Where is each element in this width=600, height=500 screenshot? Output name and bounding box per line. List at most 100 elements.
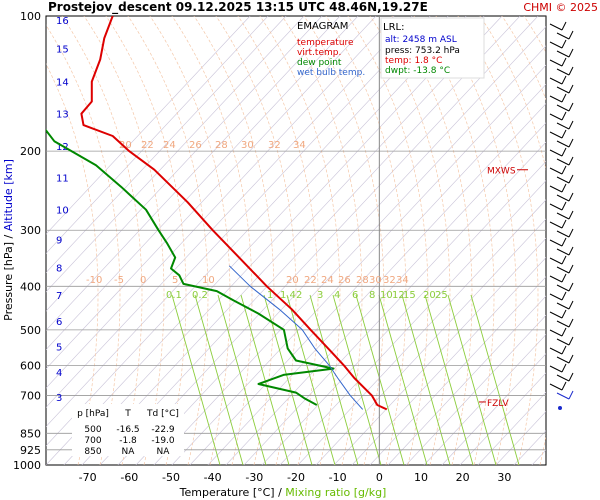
adiabat-line bbox=[135, 26, 546, 465]
wind-barb-flag bbox=[561, 309, 567, 319]
wind-barb-flag bbox=[561, 57, 567, 67]
wind-barb bbox=[549, 185, 563, 193]
level-markers: MXWS FZLV bbox=[479, 167, 528, 409]
legend-temperature: temperature bbox=[297, 38, 354, 48]
adiabat-line bbox=[279, 180, 546, 465]
x-tick-label: -50 bbox=[162, 471, 180, 484]
lower-temp-label: 30 bbox=[369, 275, 382, 286]
moist-adiabat-line bbox=[347, 16, 429, 465]
mixing-ratio-label: 1 bbox=[267, 290, 273, 301]
wind-barb-flag bbox=[561, 327, 567, 337]
adiabat-line bbox=[63, 16, 485, 465]
adiabat-line bbox=[405, 314, 546, 465]
lower-temp-label: 5 bbox=[172, 275, 178, 286]
mixing-ratio-label: 25 bbox=[435, 290, 448, 301]
adiabat-line bbox=[46, 16, 467, 465]
adiabat-line bbox=[387, 295, 546, 465]
wind-barb-flag bbox=[568, 210, 574, 220]
moist-adiabat-line bbox=[215, 16, 297, 465]
x-axis-title: Temperature [°C] / Mixing ratio [g/kg] bbox=[179, 486, 387, 499]
wind-barb bbox=[549, 311, 563, 319]
svg-text:Pressure [hPa] / Altitude [km]: Pressure [hPa] / Altitude [km] bbox=[2, 159, 15, 321]
wind-barb bbox=[556, 248, 570, 256]
mixing-ratio-line bbox=[355, 294, 405, 465]
lower-temp-label: -10 bbox=[86, 275, 102, 286]
table-cell: NA bbox=[157, 447, 171, 457]
x-axis-title-temp: Temperature [°C] bbox=[179, 486, 275, 499]
adiabat-line bbox=[441, 353, 546, 465]
table-cell: 500 bbox=[84, 425, 101, 435]
adiabat-line bbox=[225, 122, 546, 465]
wind-barb bbox=[556, 392, 570, 400]
wind-barb-flag bbox=[561, 147, 567, 157]
x-tick-label: 20 bbox=[456, 471, 470, 484]
lower-temp-label: 24 bbox=[321, 275, 334, 286]
legend-wet-bulb: wet bulb temp. bbox=[297, 68, 365, 78]
x-tick-label: -60 bbox=[120, 471, 138, 484]
series-line-wet-bulb-temp- bbox=[228, 265, 364, 410]
wind-barb bbox=[549, 275, 563, 283]
adiabat-line bbox=[586, 16, 600, 465]
y-tick-label: 850 bbox=[20, 427, 41, 440]
y-tick-label: 600 bbox=[20, 359, 41, 372]
altitude-tick-label: 9 bbox=[56, 236, 62, 247]
wind-barb bbox=[549, 365, 563, 373]
x-tick-label: 0 bbox=[376, 471, 383, 484]
moist-adiabat-line bbox=[105, 16, 187, 465]
wind-barb-flag bbox=[568, 390, 574, 400]
wind-barb-flag bbox=[568, 228, 574, 238]
wind-barb bbox=[556, 212, 570, 220]
wind-barb-flag bbox=[561, 201, 567, 211]
wind-barb bbox=[549, 203, 563, 211]
moist-adiabat-line bbox=[259, 16, 341, 465]
moist-adiabat-line bbox=[457, 16, 539, 465]
lower-temp-label: 22 bbox=[304, 275, 317, 286]
lrl-box: LRL: alt: 2458 m ASL press: 753.2 hPa te… bbox=[380, 17, 485, 79]
adiabat-line bbox=[550, 16, 600, 465]
altitude-tick-label: 13 bbox=[56, 110, 69, 121]
series-layer bbox=[46, 16, 388, 411]
mixing-ratio-label: 0.2 bbox=[192, 290, 208, 301]
x-tick-label: -40 bbox=[204, 471, 222, 484]
adiabat-line bbox=[46, 16, 359, 350]
wind-barb bbox=[556, 194, 570, 202]
table-header-t: T bbox=[124, 409, 131, 419]
credit-text: CHMI © 2025 bbox=[523, 1, 598, 14]
altitude-tick-label: 16 bbox=[56, 16, 69, 27]
wind-barb bbox=[556, 140, 570, 148]
moist-adiabat-line bbox=[479, 16, 546, 465]
moist-adiabat-line bbox=[303, 16, 385, 465]
adiabat-line bbox=[153, 45, 546, 465]
altitude-tick-label: 12 bbox=[56, 142, 69, 153]
moist-adiabat-line bbox=[46, 24, 121, 465]
altitude-tick-label: 15 bbox=[56, 44, 69, 55]
wind-barb-flag bbox=[568, 120, 574, 130]
wind-barb-flag bbox=[561, 237, 567, 247]
wind-barb-flag bbox=[561, 291, 567, 301]
marker-label: MXWS bbox=[487, 167, 516, 177]
wind-barb bbox=[556, 356, 570, 364]
lower-temp-label: 26 bbox=[338, 275, 351, 286]
lrl-title: LRL: bbox=[383, 22, 404, 33]
chart-title: Prostejov_descent 09.12.2025 13:15 UTC 4… bbox=[48, 0, 428, 15]
moist-adiabat-line bbox=[61, 16, 143, 465]
adiabat-line bbox=[81, 16, 503, 465]
wind-barb-flag bbox=[568, 66, 574, 76]
adiabat-line bbox=[117, 16, 539, 465]
wind-barb-flag bbox=[561, 255, 567, 265]
table-cell: 700 bbox=[84, 436, 101, 446]
altitude-tick-label: 8 bbox=[56, 263, 62, 274]
upper-temp-label: 28 bbox=[215, 140, 228, 151]
wind-barb bbox=[556, 374, 570, 382]
mixing-ratio-label: 4 bbox=[334, 290, 340, 301]
adiabat-line bbox=[568, 16, 600, 465]
marker-label: FZLV bbox=[487, 399, 509, 409]
legend-title: EMAGRAM bbox=[297, 21, 348, 32]
y-axis-title-pressure: Pressure [hPa] bbox=[2, 242, 15, 321]
lower-temp-label: -5 bbox=[114, 275, 124, 286]
svg-text:Temperature [°C] / Mixing rati: Temperature [°C] / Mixing ratio [g/kg] bbox=[179, 486, 387, 499]
adiabat-line bbox=[369, 276, 546, 465]
moist-adiabat-line bbox=[46, 63, 99, 465]
wind-barb-flag bbox=[568, 192, 574, 202]
moist-adiabat-line bbox=[325, 16, 407, 465]
